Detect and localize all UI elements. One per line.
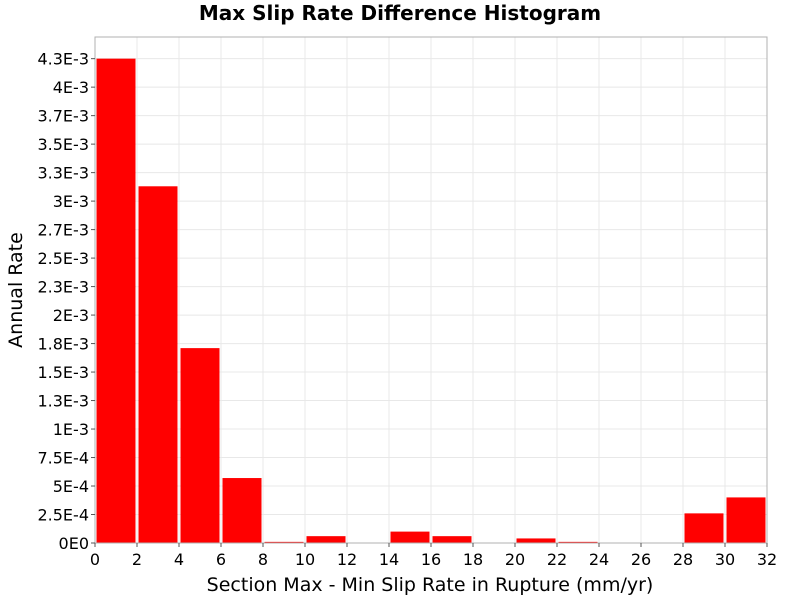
x-axis: 0 2 4 6 8 10 12 14 16 18 20 22 24 26 28 30 32 [90, 543, 777, 569]
x-tick-label: 12 [337, 550, 357, 569]
histogram-bar [306, 536, 346, 543]
y-axis: 0E0 2.5E-4 5E-4 7.5E-4 1E-3 1.3E-3 1.5E-3 1.8E-… [37, 50, 95, 553]
y-tick-label: 3.3E-3 [37, 164, 89, 183]
histogram-bar [180, 348, 220, 543]
histogram-bar [138, 186, 178, 543]
y-tick-label: 1.5E-3 [37, 363, 89, 382]
x-tick-label: 0 [90, 550, 100, 569]
y-tick-label: 1E-3 [53, 420, 89, 439]
y-tick-label: 1.3E-3 [37, 392, 89, 411]
histogram-bar [96, 58, 136, 544]
x-axis-label: Section Max - Min Slip Rate in Rupture (… [207, 574, 654, 596]
x-tick-label: 26 [631, 550, 651, 569]
chart-title: Max Slip Rate Difference Histogram [199, 1, 601, 25]
y-tick-label: 2.5E-4 [37, 506, 89, 525]
x-tick-label: 22 [547, 550, 567, 569]
y-tick-label: 2.5E-3 [37, 249, 89, 268]
x-tick-label: 18 [463, 550, 483, 569]
histogram-bar [390, 531, 430, 543]
histogram-bar [264, 541, 304, 543]
y-tick-label: 0E0 [59, 534, 89, 553]
x-tick-label: 6 [216, 550, 226, 569]
y-tick-label: 3.7E-3 [37, 107, 89, 126]
y-tick-label: 5E-4 [53, 477, 89, 496]
y-tick-label: 3.5E-3 [37, 135, 89, 154]
y-tick-label: 4E-3 [53, 78, 89, 97]
histogram-bar [726, 497, 766, 543]
y-tick-label: 3E-3 [53, 192, 89, 211]
x-tick-label: 20 [505, 550, 525, 569]
x-tick-label: 16 [421, 550, 441, 569]
x-tick-label: 28 [673, 550, 693, 569]
x-tick-label: 10 [295, 550, 315, 569]
histogram-bar [558, 541, 598, 543]
x-tick-label: 32 [757, 550, 777, 569]
histogram-bar [684, 513, 724, 543]
histogram-bar [222, 478, 262, 543]
y-tick-label: 4.3E-3 [37, 50, 89, 69]
y-tick-label: 7.5E-4 [37, 449, 89, 468]
x-tick-label: 24 [589, 550, 609, 569]
histogram-bar [432, 536, 472, 543]
x-tick-label: 8 [258, 550, 268, 569]
y-tick-label: 1.8E-3 [37, 335, 89, 354]
y-axis-label: Annual Rate [5, 232, 27, 348]
x-tick-label: 2 [132, 550, 142, 569]
y-tick-label: 2E-3 [53, 306, 89, 325]
y-tick-label: 2.7E-3 [37, 221, 89, 240]
x-tick-label: 14 [379, 550, 399, 569]
x-tick-label: 4 [174, 550, 184, 569]
x-tick-label: 30 [715, 550, 735, 569]
y-tick-label: 2.3E-3 [37, 278, 89, 297]
bars [96, 58, 766, 544]
histogram-bar [516, 538, 556, 543]
